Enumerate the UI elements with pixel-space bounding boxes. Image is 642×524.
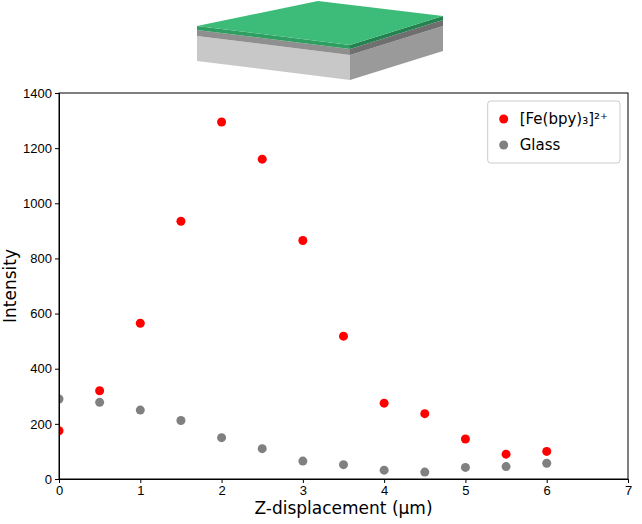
data-point — [298, 457, 307, 466]
x-tick: 4 — [381, 479, 388, 498]
legend-item: Glass — [499, 136, 560, 154]
y-tick-mark — [55, 148, 59, 149]
data-point — [258, 444, 267, 453]
x-tick-label: 3 — [300, 483, 307, 498]
data-point — [380, 466, 389, 475]
legend-label: [Fe(bpy)₃]²⁺ — [520, 110, 608, 128]
legend: [Fe(bpy)₃]²⁺ Glass — [488, 101, 620, 163]
y-tick: 1200 — [23, 141, 59, 156]
x-tick-label: 7 — [625, 483, 632, 498]
data-point — [136, 319, 145, 328]
x-tick-label: 5 — [462, 483, 469, 498]
data-point — [217, 433, 226, 442]
data-point — [258, 155, 267, 164]
legend-box — [488, 101, 620, 163]
data-point — [461, 435, 470, 444]
x-tick: 1 — [137, 479, 144, 498]
data-point — [461, 463, 470, 472]
y-tick-label: 1200 — [23, 141, 52, 156]
y-tick: 400 — [30, 361, 59, 376]
x-tick-label: 2 — [218, 483, 225, 498]
x-tick: 7 — [625, 479, 632, 498]
y-tick-mark — [55, 203, 59, 204]
y-axis-line — [55, 94, 60, 480]
y-tick-mark — [55, 479, 59, 480]
y-tick-label: 600 — [30, 306, 52, 321]
y-tick: 0 — [45, 472, 59, 487]
x-tick-label: 6 — [544, 483, 551, 498]
x-tick-label: 4 — [381, 483, 388, 498]
sample-illustration — [197, 1, 443, 80]
data-point — [542, 459, 551, 468]
data-point — [420, 409, 429, 418]
data-point — [95, 386, 104, 395]
x-tick: 0 — [56, 479, 63, 498]
x-tick-label: 0 — [56, 483, 63, 498]
legend-marker — [499, 115, 508, 124]
data-point — [339, 460, 348, 469]
film-top — [197, 1, 443, 45]
plot-frame — [59, 93, 628, 479]
data-point — [95, 398, 104, 407]
data-point — [339, 332, 348, 341]
y-tick-mark — [55, 314, 59, 315]
y-axis-title: Intensity — [0, 249, 20, 323]
data-point — [298, 236, 307, 245]
data-point — [502, 450, 511, 459]
y-tick-label: 1000 — [23, 196, 52, 211]
data-point — [420, 468, 429, 477]
y-tick-mark — [55, 424, 59, 425]
data-point — [502, 462, 511, 471]
y-tick-mark — [55, 369, 59, 370]
data-point — [176, 416, 185, 425]
y-tick-mark — [55, 258, 59, 259]
legend-item: [Fe(bpy)₃]²⁺ — [499, 110, 608, 128]
y-tick: 600 — [30, 306, 59, 321]
x-tick: 2 — [218, 479, 225, 498]
x-axis-title: Z-displacement (μm) — [254, 498, 432, 518]
y-tick: 1000 — [23, 196, 59, 211]
y-tick-label: 1400 — [23, 86, 52, 101]
y-tick-label: 400 — [30, 361, 52, 376]
data-point — [176, 217, 185, 226]
y-tick-label: 200 — [30, 417, 52, 432]
x-tick: 3 — [300, 479, 307, 498]
y-tick: 800 — [30, 251, 59, 266]
y-tick: 200 — [30, 417, 59, 432]
data-point — [542, 447, 551, 456]
y-tick: 1400 — [23, 86, 59, 101]
data-points — [59, 117, 551, 476]
data-point — [380, 399, 389, 408]
data-point — [136, 406, 145, 415]
y-tick-label: 0 — [45, 472, 52, 487]
x-axis: 0 1 2 3 4 5 6 7 — [56, 479, 632, 498]
legend-marker — [499, 141, 508, 150]
data-point — [217, 117, 226, 126]
y-tick-mark — [55, 93, 59, 94]
x-tick-label: 1 — [137, 483, 144, 498]
x-tick: 6 — [544, 479, 551, 498]
y-axis: 0 200 400 600 800 1000 1200 1400 — [23, 86, 59, 487]
legend-label: Glass — [520, 136, 561, 154]
y-tick-label: 800 — [30, 251, 52, 266]
x-tick: 5 — [462, 479, 469, 498]
